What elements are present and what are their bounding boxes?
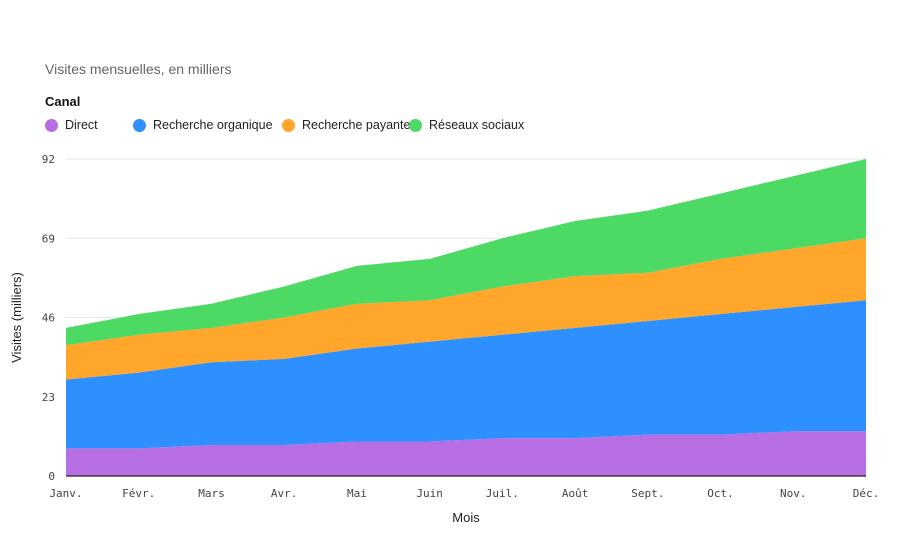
legend-item-direct[interactable]: Direct: [45, 117, 98, 133]
y-axis-ticks: 0 23 46 69 92: [42, 153, 55, 483]
x-tick-label: Avr.: [271, 487, 298, 500]
x-tick-label: Mars: [198, 487, 225, 500]
y-tick-label: 69: [42, 232, 55, 245]
legend-label-direct: Direct: [65, 118, 98, 132]
x-tick-label: Févr.: [122, 487, 155, 500]
legend-swatch-recherche-organique: [133, 118, 146, 132]
y-tick-label: 23: [42, 391, 55, 404]
x-tick-label: Juin: [416, 487, 443, 500]
chart-subtitle: Visites mensuelles, en milliers: [45, 61, 232, 77]
area-reseaux-sociaux[interactable]: [66, 159, 866, 346]
area-direct[interactable]: [66, 431, 866, 476]
x-tick-label: Nov.: [780, 487, 807, 500]
legend-swatch-reseaux-sociaux: [409, 118, 422, 132]
legend-swatch-recherche-payante: [282, 118, 295, 132]
x-axis-ticks: Janv. Févr. Mars Avr. Mai Juin Juil. Août Sept. O…: [49, 487, 879, 500]
y-axis-title: Visites (milliers): [9, 272, 24, 363]
x-tick-label: Déc.: [853, 487, 880, 500]
x-tick-label: Mai: [347, 487, 367, 500]
legend-swatch-direct: [45, 118, 58, 132]
legend-item-reseaux-sociaux[interactable]: Réseaux sociaux: [409, 117, 524, 133]
y-tick-label: 46: [42, 312, 55, 325]
area-series: [66, 159, 866, 476]
x-tick-label: Sept.: [631, 487, 664, 500]
y-tick-label: 0: [48, 470, 55, 483]
y-tick-label: 92: [42, 153, 55, 166]
x-axis-title: Mois: [452, 510, 480, 525]
legend-label-recherche-organique: Recherche organique: [153, 118, 273, 132]
area-recherche-payante[interactable]: [66, 238, 866, 380]
legend-item-recherche-payante[interactable]: Recherche payante: [282, 117, 410, 133]
legend-label-recherche-payante: Recherche payante: [302, 118, 411, 132]
x-tick-label: Août: [562, 487, 589, 500]
legend-item-recherche-organique[interactable]: Recherche organique: [133, 117, 273, 133]
x-tick-label: Juil.: [486, 487, 519, 500]
legend-label-reseaux-sociaux: Réseaux sociaux: [429, 118, 525, 132]
area-recherche-organique[interactable]: [66, 300, 866, 449]
x-tick-label: Janv.: [49, 487, 82, 500]
x-tick-label: Oct.: [707, 487, 734, 500]
legend-title: Canal: [45, 94, 81, 109]
